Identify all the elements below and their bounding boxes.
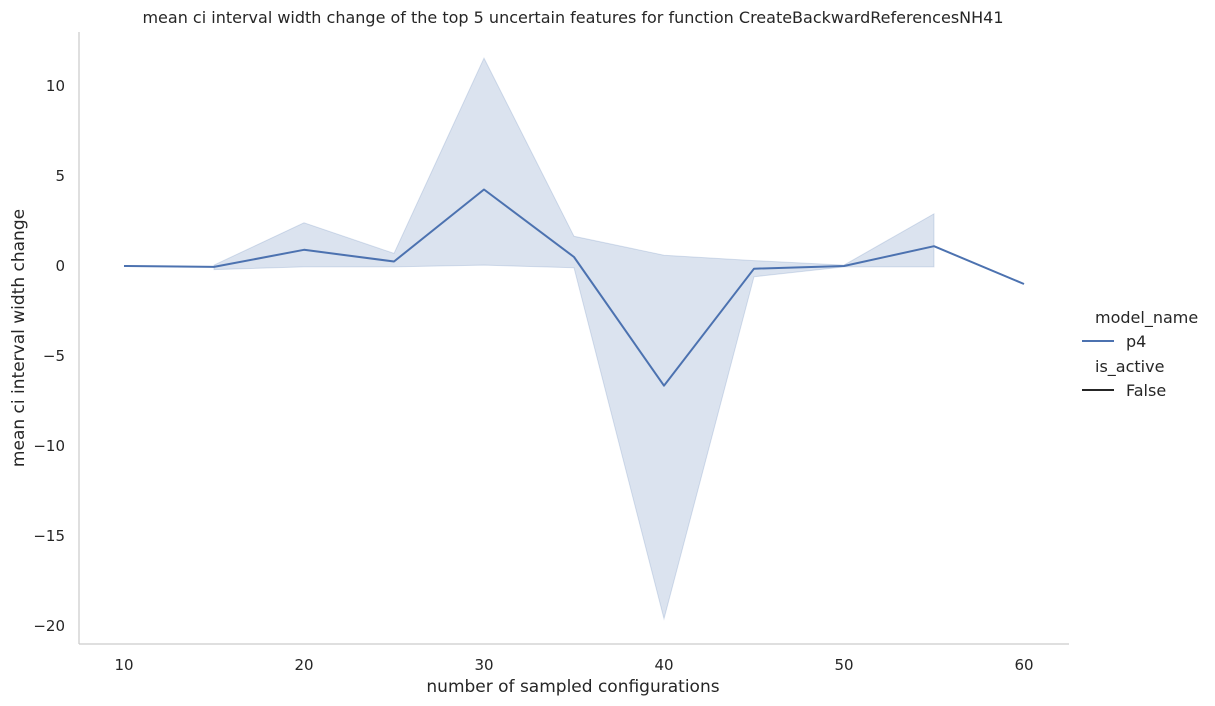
y-tick-label: −10 [33, 437, 65, 455]
legend-group-title: is_active [1095, 357, 1164, 377]
y-tick-label: 10 [46, 77, 65, 95]
x-tick-label: 10 [114, 656, 133, 674]
y-tick-label: −15 [33, 527, 65, 545]
x-tick-label: 60 [1014, 656, 1033, 674]
x-tick-label: 50 [834, 656, 853, 674]
series-line-p4 [123, 188, 1025, 387]
y-tick-label: 5 [55, 167, 65, 185]
legend-group-title: model_name [1095, 308, 1198, 328]
y-axis-title: mean ci interval width change [9, 209, 29, 467]
legend: model_name p4 is_active False [1082, 308, 1198, 400]
y-tick-label: −5 [43, 347, 65, 365]
x-tick-label: 20 [294, 656, 313, 674]
axes: 10 20 30 40 50 60 −20 −15 −10 −5 0 5 10 [33, 32, 1069, 674]
legend-entry-label: False [1126, 381, 1166, 400]
x-axis-title: number of sampled configurations [426, 677, 719, 697]
chart-title: mean ci interval width change of the top… [142, 8, 1003, 27]
x-tick-label: 30 [474, 656, 493, 674]
y-tick-label: 0 [55, 257, 65, 275]
plot-area [123, 56, 1025, 621]
confidence-band [213, 56, 935, 621]
x-tick-label: 40 [654, 656, 673, 674]
legend-entry-label: p4 [1126, 332, 1146, 351]
y-tick-label: −20 [33, 617, 65, 635]
